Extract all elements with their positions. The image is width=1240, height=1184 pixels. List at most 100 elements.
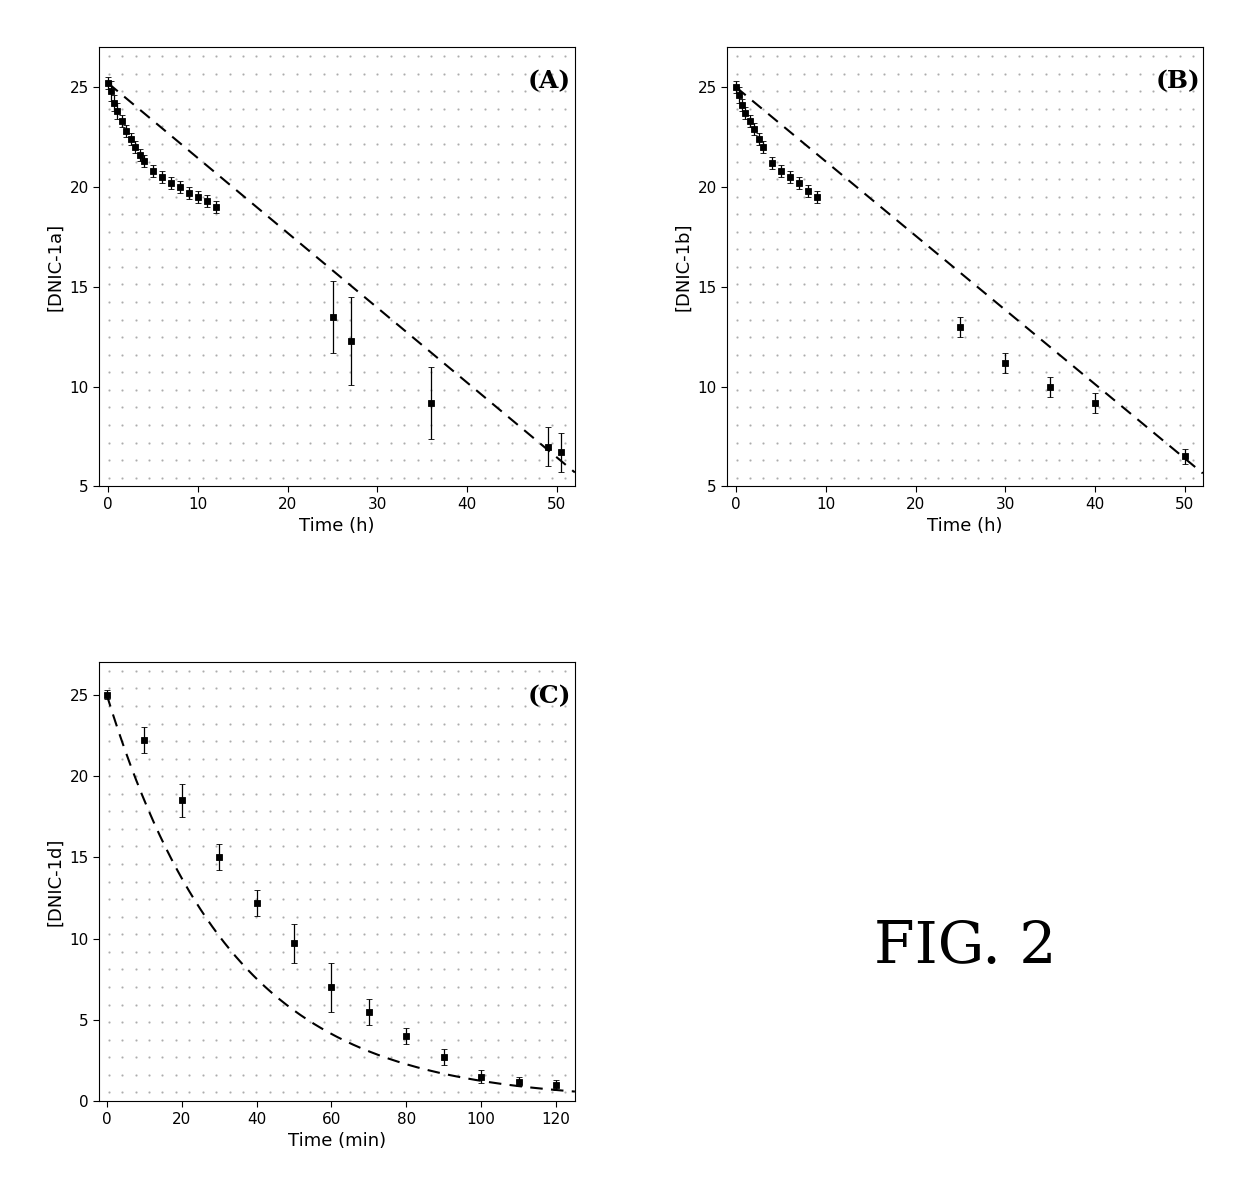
Point (394, 978, 414, 997)
Point (314, 1030, 334, 1049)
Point (300, 82, 320, 101)
Point (300, 714, 320, 733)
Point (247, 749, 267, 768)
Point (502, 99, 522, 118)
Point (768, 205, 787, 224)
Point (807, 117, 827, 136)
Point (1116, 468, 1136, 487)
Point (448, 1083, 467, 1102)
Point (780, 187, 800, 206)
Y-axis label: [DNIC-1b]: [DNIC-1b] (673, 223, 692, 311)
Point (915, 257, 935, 276)
Point (461, 64, 481, 83)
Point (434, 837, 454, 856)
Point (1143, 152, 1163, 170)
Point (968, 152, 988, 170)
Point (286, 942, 306, 961)
Point (821, 310, 841, 329)
Point (768, 451, 787, 470)
Point (125, 310, 145, 329)
Point (528, 187, 548, 206)
Point (99, 64, 119, 83)
Point (233, 310, 253, 329)
Point (1116, 205, 1136, 224)
Point (740, 292, 760, 311)
Point (515, 1083, 534, 1102)
Point (982, 433, 1002, 452)
Point (206, 362, 226, 381)
Point (835, 223, 854, 242)
Point (1102, 135, 1122, 154)
Point (125, 433, 145, 452)
Point (475, 802, 495, 821)
Point (314, 135, 334, 154)
Point (727, 398, 746, 417)
Point (434, 749, 454, 768)
Point (861, 223, 880, 242)
Point (153, 169, 172, 188)
Point (327, 873, 347, 892)
Point (300, 855, 320, 874)
Point (1090, 257, 1110, 276)
Point (180, 398, 200, 417)
Point (247, 257, 267, 276)
Point (515, 995, 534, 1014)
Point (341, 328, 361, 347)
Point (353, 380, 373, 399)
Point (941, 64, 961, 83)
Point (233, 433, 253, 452)
Point (1157, 468, 1177, 487)
Point (1076, 451, 1096, 470)
Point (929, 468, 949, 487)
Point (219, 135, 239, 154)
Point (1049, 187, 1069, 206)
Point (314, 889, 334, 908)
Point (968, 292, 988, 311)
Point (327, 362, 347, 381)
Point (821, 346, 841, 365)
Point (901, 328, 921, 347)
Point (153, 960, 172, 979)
Point (874, 416, 894, 435)
Point (982, 82, 1002, 101)
Point (1022, 362, 1042, 381)
Point (422, 696, 441, 715)
Point (367, 889, 387, 908)
Point (247, 223, 267, 242)
Point (1063, 46, 1083, 65)
Point (996, 152, 1016, 170)
Point (367, 46, 387, 65)
Point (768, 275, 787, 294)
Point (341, 732, 361, 751)
Point (1102, 310, 1122, 329)
Point (556, 416, 575, 435)
Point (260, 240, 280, 259)
Point (448, 328, 467, 347)
Point (153, 292, 172, 311)
Point (153, 152, 172, 170)
Point (233, 819, 253, 838)
Point (153, 328, 172, 347)
Point (861, 99, 880, 118)
Point (780, 257, 800, 276)
Point (367, 380, 387, 399)
Point (206, 907, 226, 926)
Point (502, 837, 522, 856)
Point (768, 416, 787, 435)
Point (542, 784, 562, 803)
Point (353, 784, 373, 803)
Point (219, 169, 239, 188)
Point (929, 433, 949, 452)
Point (139, 855, 159, 874)
Point (1116, 169, 1136, 188)
Point (528, 1030, 548, 1049)
Point (341, 380, 361, 399)
Point (874, 187, 894, 206)
Point (794, 468, 813, 487)
Point (861, 310, 880, 329)
Point (821, 328, 841, 347)
Point (528, 205, 548, 224)
Point (901, 346, 921, 365)
Point (1022, 416, 1042, 435)
Point (780, 451, 800, 470)
